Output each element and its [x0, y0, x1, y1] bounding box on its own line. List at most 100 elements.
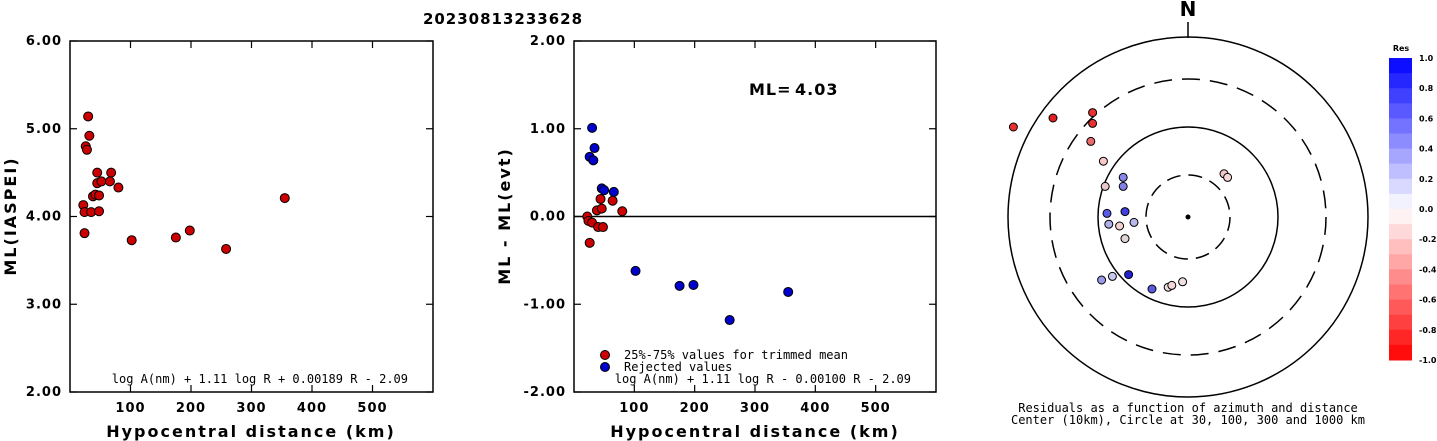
colorbar-segment [1389, 103, 1412, 119]
legend-marker-trimmed [600, 350, 610, 360]
data-point [599, 185, 610, 196]
y-tick-label: 1.00 [530, 122, 566, 137]
magnitude-vs-distance-chart: 2.00 3.00 4.00 5.00 6.00 100 200 300 400 500 log… [1, 34, 434, 441]
station-marker [1107, 271, 1117, 281]
data-point [79, 228, 90, 239]
station-marker [1118, 181, 1128, 191]
colorbar-segment [1389, 314, 1412, 331]
data-point [106, 167, 117, 178]
data-point [783, 286, 794, 297]
data-point [96, 176, 107, 187]
x-tick-label: 400 [297, 401, 327, 416]
y-tick-label: -1.00 [524, 297, 566, 312]
y-tick-label: 2.00 [530, 34, 566, 49]
data-point [94, 190, 105, 201]
station-marker [1088, 118, 1098, 128]
y-axis-label: ML - ML(evt) [495, 147, 514, 285]
colorbar-segment [1389, 193, 1412, 210]
station-marker [1008, 122, 1018, 132]
circle-300km [1049, 78, 1327, 356]
colorbar-tick-label: 0.8 [1419, 84, 1434, 93]
circle-1000km [1007, 36, 1369, 398]
data-point [126, 235, 137, 246]
data-point [184, 225, 195, 236]
colorbar-segment [1389, 239, 1412, 255]
y-tick-label: 5.00 [26, 122, 62, 137]
data-point [674, 280, 685, 291]
data-point [584, 237, 595, 248]
data-point [595, 193, 606, 204]
plot-frame [69, 40, 434, 393]
x-tick-label: 100 [619, 401, 649, 416]
colorbar-segment [1389, 58, 1412, 74]
y-tick-label: 3.00 [26, 297, 62, 312]
y-tick-label: -2.00 [524, 385, 566, 400]
x-tick-label: 300 [236, 401, 266, 416]
colorbar-segment [1389, 284, 1412, 301]
data-point [94, 206, 105, 217]
x-ticks: 100 200 300 400 500 [619, 41, 890, 416]
station-marker [1115, 221, 1125, 231]
y-axis-label: ML(IASPEI) [1, 156, 20, 275]
data-points [582, 122, 794, 326]
station-marker [1178, 277, 1188, 287]
station-marker [1223, 172, 1233, 182]
data-point [607, 195, 618, 206]
colorbar-ticks: 1.0 0.8 0.6 0.4 0.2 0.0 -0.2 -0.4 -0.6 -0.8 -1.0 [1419, 54, 1437, 365]
colorbar-tick-label: 0.6 [1419, 114, 1434, 123]
epicenter-dot [1185, 214, 1191, 220]
colorbar-segment [1389, 163, 1412, 180]
y-tick-label: 4.00 [26, 210, 62, 225]
station-marker [1098, 156, 1108, 166]
station-marker [1147, 284, 1157, 294]
station-marker [1100, 181, 1110, 191]
legend-marker-rejected [600, 362, 610, 372]
data-point [104, 176, 115, 187]
data-point [81, 144, 92, 155]
data-point [617, 206, 628, 217]
residual-colorbar: Res 1.0 0.8 0.6 0.4 0.2 0.0 -0.2 -0.4 -0.6 -0.8 -1… [1389, 44, 1437, 365]
colorbar-segment [1389, 209, 1412, 225]
colorbar-tick-label: 0.0 [1419, 205, 1434, 214]
x-tick-label: 200 [176, 401, 206, 416]
station-marker [1129, 217, 1139, 227]
data-point [588, 155, 599, 166]
ml-value: 4.03 [795, 80, 838, 99]
legend-label-trimmed: 25%-75% values for trimmed mean [624, 348, 848, 362]
y-tick-label: 2.00 [26, 385, 62, 400]
data-points [78, 111, 290, 254]
colorbar-segment [1389, 329, 1412, 346]
ml-label: ML= [749, 80, 792, 99]
colorbar-tick-label: -1.0 [1419, 356, 1437, 365]
y-ticks: 2.00 3.00 4.00 5.00 6.00 [26, 34, 433, 400]
data-point [724, 315, 735, 326]
residual-vs-distance-chart: -2.00 -1.00 0.00 1.00 2.00 100 200 300 400 500 M… [495, 34, 937, 441]
station-markers [1008, 108, 1233, 294]
data-point [688, 279, 699, 290]
x-tick-label: 500 [861, 401, 891, 416]
colorbar-segment [1389, 73, 1412, 89]
x-axis-label: Hypocentral distance (km) [610, 422, 900, 441]
caption-line-1: Residuals as a function of azimuth and d… [1018, 401, 1358, 415]
x-tick-label: 400 [800, 401, 830, 416]
x-tick-label: 200 [680, 401, 710, 416]
x-tick-label: 300 [740, 401, 770, 416]
formula-label: log A(nm) + 1.11 log R - 0.00100 R - 2.0… [615, 372, 911, 386]
x-axis-label: Hypocentral distance (km) [106, 422, 396, 441]
north-label: N [1180, 0, 1197, 21]
x-ticks: 100 200 300 400 500 [115, 41, 387, 416]
colorbar-segment [1389, 299, 1412, 316]
station-marker [1097, 275, 1107, 285]
station-marker [1118, 172, 1128, 182]
residual-azimuth-plot: N Residuals as a function of azimuth and… [1007, 0, 1369, 427]
colorbar-gradient [1389, 58, 1412, 361]
colorbar-tick-label: 0.2 [1419, 175, 1433, 184]
station-marker [1124, 270, 1134, 280]
data-point [597, 222, 608, 233]
data-point [170, 232, 181, 243]
station-marker [1120, 234, 1130, 244]
x-tick-label: 500 [357, 401, 387, 416]
data-point [113, 182, 124, 193]
colorbar-title: Res [1393, 44, 1410, 53]
colorbar-tick-label: 1.0 [1419, 54, 1434, 63]
